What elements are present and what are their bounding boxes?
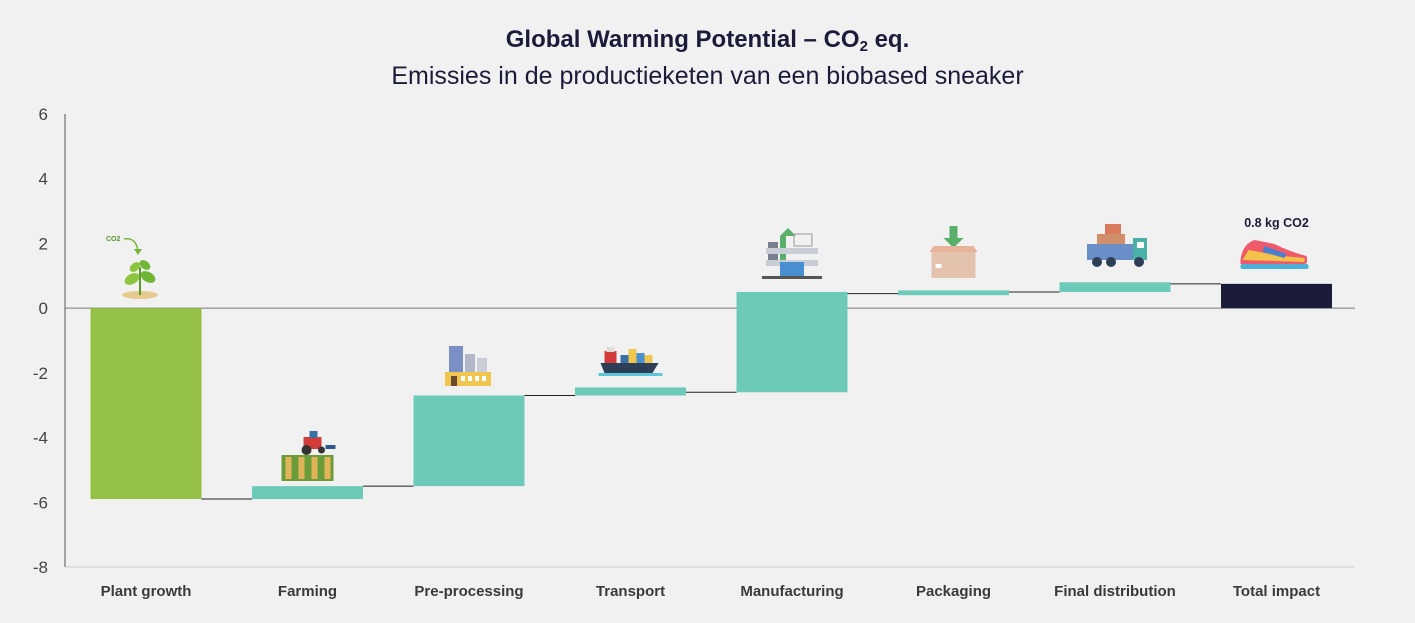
bar-plant-growth bbox=[90, 308, 202, 500]
x-tick-label: Manufacturing bbox=[740, 583, 843, 600]
container bbox=[644, 355, 653, 363]
leaf bbox=[124, 273, 140, 285]
parcel bbox=[1097, 234, 1125, 244]
bar-packaging bbox=[898, 290, 1009, 296]
down-arrow bbox=[943, 238, 964, 248]
chart-title-subscript: 2 bbox=[859, 38, 868, 55]
y-tick-label: -4 bbox=[33, 429, 48, 448]
box-lid bbox=[929, 246, 978, 252]
container bbox=[620, 355, 629, 363]
labels: Plant growth Farming Pre-processing Transpo… bbox=[101, 216, 1321, 600]
bridge bbox=[604, 351, 617, 363]
bar-farming bbox=[252, 486, 363, 500]
y-tick-label: -8 bbox=[33, 558, 48, 577]
leaf bbox=[140, 271, 156, 283]
chart-title-main: Global Warming Potential – CO bbox=[505, 26, 860, 53]
bars bbox=[90, 282, 1332, 500]
conveyor bbox=[762, 276, 822, 279]
connector-lines bbox=[201, 283, 1221, 500]
window bbox=[461, 376, 465, 381]
chart-title-suffix: eq. bbox=[867, 26, 910, 53]
tower bbox=[449, 346, 463, 374]
x-tick-label: Pre-processing bbox=[414, 583, 523, 600]
silo bbox=[465, 354, 475, 374]
co2-arrow bbox=[123, 238, 139, 252]
y-tick-label: -2 bbox=[33, 364, 48, 383]
floor bbox=[766, 248, 818, 254]
shoe-stripe bbox=[1242, 250, 1305, 262]
chart-title: Global Warming Potential – CO2 eq. bbox=[0, 26, 1415, 55]
window bbox=[468, 376, 472, 381]
crop-row bbox=[324, 457, 331, 479]
leaf bbox=[129, 262, 141, 272]
manufacturing-plant-icon bbox=[762, 228, 822, 279]
bar-pre-processing bbox=[413, 395, 525, 487]
y-tick-label: 2 bbox=[39, 234, 48, 253]
bar-transport bbox=[575, 387, 686, 396]
y-tick-label: 4 bbox=[39, 170, 48, 189]
truck-bed bbox=[1087, 244, 1133, 260]
x-tick-label: Farming bbox=[278, 583, 337, 600]
bar-total-impact bbox=[1221, 283, 1332, 309]
x-tick-label: Total impact bbox=[1233, 583, 1320, 600]
cabin bbox=[606, 347, 615, 352]
silo bbox=[477, 358, 487, 374]
y-tick-label: 6 bbox=[39, 105, 48, 124]
leaf bbox=[139, 260, 151, 270]
plough bbox=[325, 445, 336, 449]
sneaker-icon bbox=[1240, 240, 1309, 269]
crop-row bbox=[311, 457, 318, 479]
water bbox=[598, 373, 663, 376]
truck-cab bbox=[1133, 238, 1147, 260]
x-tick-label: Transport bbox=[596, 583, 665, 600]
crop-row bbox=[298, 457, 305, 479]
delivery-truck-icon bbox=[1087, 224, 1147, 267]
bar-final-distribution bbox=[1059, 282, 1171, 292]
chart-subtitle: Emissies in de productieketen van een bi… bbox=[391, 62, 1024, 90]
axes: 6 4 2 0 -2 -4 -6 -8 bbox=[33, 105, 1355, 577]
y-tick-label: 0 bbox=[39, 299, 48, 318]
x-tick-label: Final distribution bbox=[1054, 583, 1176, 600]
windshield bbox=[1137, 242, 1144, 248]
co2-arrowhead bbox=[134, 249, 142, 255]
machine bbox=[780, 262, 804, 276]
shoe-panel bbox=[1262, 246, 1287, 258]
icons: CO2 bbox=[106, 224, 1309, 481]
tractor-wheel bbox=[318, 446, 325, 454]
window bbox=[482, 376, 486, 381]
wheel bbox=[1134, 257, 1144, 267]
tractor-wheel bbox=[301, 445, 312, 455]
cargo-ship-icon bbox=[598, 347, 663, 376]
hull bbox=[600, 363, 659, 373]
plant-co2-icon: CO2 bbox=[106, 236, 158, 299]
window bbox=[475, 376, 479, 381]
tractor-cab bbox=[309, 431, 318, 438]
package-box-icon bbox=[929, 226, 978, 278]
wheel bbox=[1092, 257, 1102, 267]
factory-icon bbox=[445, 346, 491, 386]
shoe-sole bbox=[1240, 264, 1309, 269]
container bbox=[636, 353, 645, 363]
co2-tag: CO2 bbox=[106, 236, 121, 243]
wheel bbox=[1106, 257, 1116, 267]
crate bbox=[793, 233, 813, 247]
total-impact-label: 0.8 kg CO2 bbox=[1244, 216, 1309, 230]
bar-manufacturing bbox=[736, 291, 848, 393]
door bbox=[451, 376, 457, 386]
x-tick-label: Packaging bbox=[916, 583, 991, 600]
container bbox=[628, 349, 637, 363]
up-arrow bbox=[780, 228, 796, 236]
parcel bbox=[1105, 224, 1121, 234]
x-tick-label: Plant growth bbox=[101, 583, 192, 600]
tractor-field-icon bbox=[281, 431, 336, 481]
arrow-shaft bbox=[949, 226, 958, 238]
y-tick-label: -6 bbox=[33, 493, 48, 512]
label bbox=[935, 264, 942, 268]
crop-row bbox=[285, 457, 292, 479]
